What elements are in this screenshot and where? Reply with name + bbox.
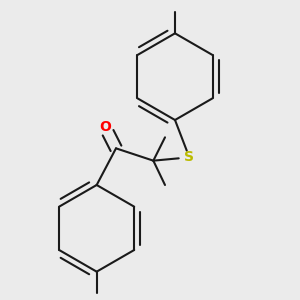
Text: O: O <box>99 120 111 134</box>
Text: S: S <box>184 150 194 164</box>
